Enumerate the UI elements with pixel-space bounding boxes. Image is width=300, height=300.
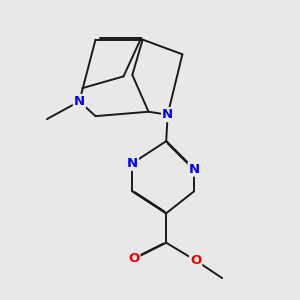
Text: O: O (128, 252, 140, 266)
Text: O: O (190, 254, 201, 267)
Text: N: N (189, 163, 200, 176)
Text: N: N (127, 157, 138, 170)
Text: N: N (74, 95, 85, 108)
Text: N: N (162, 108, 173, 121)
